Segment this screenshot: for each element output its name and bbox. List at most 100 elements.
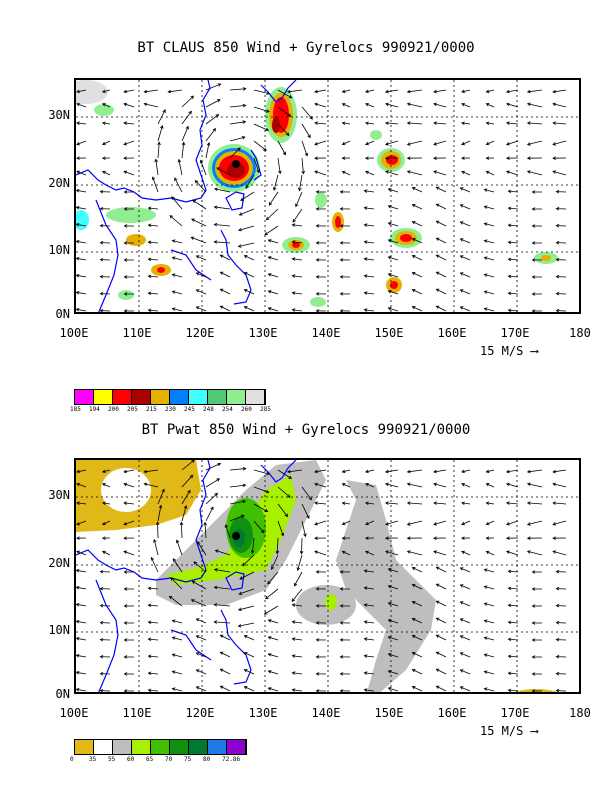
wind-vector-arrowhead (291, 603, 296, 607)
wind-vector-arrow (216, 167, 231, 176)
wind-vector-arrow (76, 551, 87, 556)
wind-vector-arrow (172, 291, 183, 295)
wind-vector-arrow (181, 142, 185, 159)
wind-vector-arrowhead (552, 170, 557, 174)
wind-vector-arrowhead (76, 653, 80, 658)
wind-vector-arrowhead (195, 618, 200, 622)
colorbar-swatch (189, 390, 208, 404)
wind-vector-arrow (239, 208, 255, 216)
wind-vector-arrowhead (102, 483, 106, 487)
wind-vector-arrowhead (286, 469, 291, 474)
wind-vector-arrow (181, 111, 192, 125)
wind-vector-arrow (508, 241, 519, 244)
wind-vector-arrow (123, 520, 135, 525)
wind-vector-arrow (484, 620, 495, 624)
wind-vector-arrowhead (243, 272, 248, 276)
wind-vector-arrowhead (461, 141, 465, 146)
wind-vector-arrowhead (507, 569, 512, 574)
wind-vector-arrowhead (365, 141, 369, 146)
wind-vector-arrow (102, 140, 111, 145)
wind-vector-arrow (76, 122, 87, 125)
wind-vector-arrowhead (433, 102, 437, 107)
wind-vector-arrow (506, 551, 519, 556)
wind-vector-arrow (267, 571, 279, 585)
wind-vector-arrowhead (267, 290, 272, 294)
wind-vector-arrowhead (341, 121, 346, 126)
wind-vector-arrow (157, 109, 166, 125)
wind-vector-arrow (433, 103, 447, 108)
colorbar-swatch (151, 390, 170, 404)
wind-vector-arrow (436, 186, 447, 193)
wind-vector-arrowhead (433, 536, 437, 540)
wind-vector-arrowhead (365, 102, 369, 107)
wind-vector-arrow (412, 289, 423, 295)
wind-vector-arrowhead (411, 618, 416, 622)
wind-vector-arrowhead (213, 222, 218, 227)
wind-vector-arrowhead (459, 221, 464, 225)
wind-vector-arrowhead (483, 568, 488, 572)
wind-vector-arrowhead (485, 141, 490, 146)
wind-vector-arrowhead (315, 258, 320, 262)
wind-vector-arrowhead (123, 292, 128, 296)
wind-vector-arrowhead (433, 482, 437, 487)
wind-vector-arrowhead (506, 170, 510, 174)
wind-vector-arrowhead (243, 669, 248, 673)
wind-vector-arrowhead (406, 170, 411, 174)
wind-vector-arrowhead (435, 254, 440, 258)
wind-vector-arrowhead (526, 170, 531, 174)
wind-vector-arrowhead (411, 187, 416, 191)
wind-vector-arrow (157, 125, 163, 142)
map2-lat-label: 20N (48, 556, 70, 570)
wind-vector-arrowhead (190, 95, 195, 100)
wind-vector-arrow (229, 88, 246, 91)
wind-vector-arrow (364, 241, 375, 244)
wind-vector-arrowhead (315, 292, 320, 296)
wind-vector-arrow (412, 618, 423, 624)
wind-vector-arrow (244, 669, 255, 675)
wind-vector-arrow (486, 483, 495, 488)
wind-vector-arrowhead (526, 550, 531, 554)
wind-vector-arrowhead (171, 307, 176, 311)
wind-vector-arrowhead (147, 240, 152, 245)
wind-vector-arrow (268, 239, 279, 244)
wind-vector-arrow (144, 469, 159, 473)
wind-vector-arrow (436, 254, 447, 261)
wind-vector-arrowhead (505, 121, 510, 125)
wind-vector-arrowhead (506, 102, 510, 107)
colorbar-swatch (113, 740, 132, 754)
wind-vector-arrowhead (242, 499, 247, 504)
wind-vector-arrowhead (147, 637, 152, 642)
wind-vector-arrowhead (147, 620, 152, 625)
wind-vector-arrowhead (123, 689, 128, 692)
wind-vector-arrowhead (99, 308, 104, 312)
wind-vector-arrow (214, 224, 231, 227)
wind-vector-arrowhead (243, 635, 248, 639)
wind-vector-arrowhead (387, 222, 392, 226)
wind-vector-arrow (148, 207, 159, 210)
wind-vector-arrowhead (483, 239, 488, 243)
wind-vector-arrowhead (242, 483, 247, 488)
wind-vector-arrowhead (282, 151, 286, 156)
wind-vector-arrow (433, 483, 447, 488)
map1-lon-label: 140E (311, 326, 341, 340)
wind-vector-arrowhead (385, 170, 389, 174)
wind-vector-arrow (268, 653, 279, 658)
wind-vector-arrowhead (314, 102, 318, 107)
wind-vector-arrowhead (505, 536, 510, 540)
wind-vector-arrowhead (552, 142, 557, 146)
wind-vector-arrow (268, 619, 279, 624)
wind-vector-arrow (506, 122, 519, 125)
colorbar-swatch (227, 390, 246, 404)
wind-vector-arrow (220, 288, 231, 295)
wind-vector-arrow (388, 687, 399, 692)
wind-vector-arrowhead (435, 203, 440, 207)
wind-vector-arrowhead (76, 188, 80, 193)
wind-vector-arrowhead (265, 216, 270, 221)
wind-vector-arrowhead (243, 255, 248, 259)
wind-vector-arrow (364, 570, 375, 573)
wind-vector-arrow (292, 672, 303, 675)
wind-vector-arrowhead (485, 536, 490, 540)
wind-vector-arrow (388, 653, 399, 658)
wind-vector-arrow (277, 503, 288, 517)
wind-vector-arrow (460, 652, 471, 658)
